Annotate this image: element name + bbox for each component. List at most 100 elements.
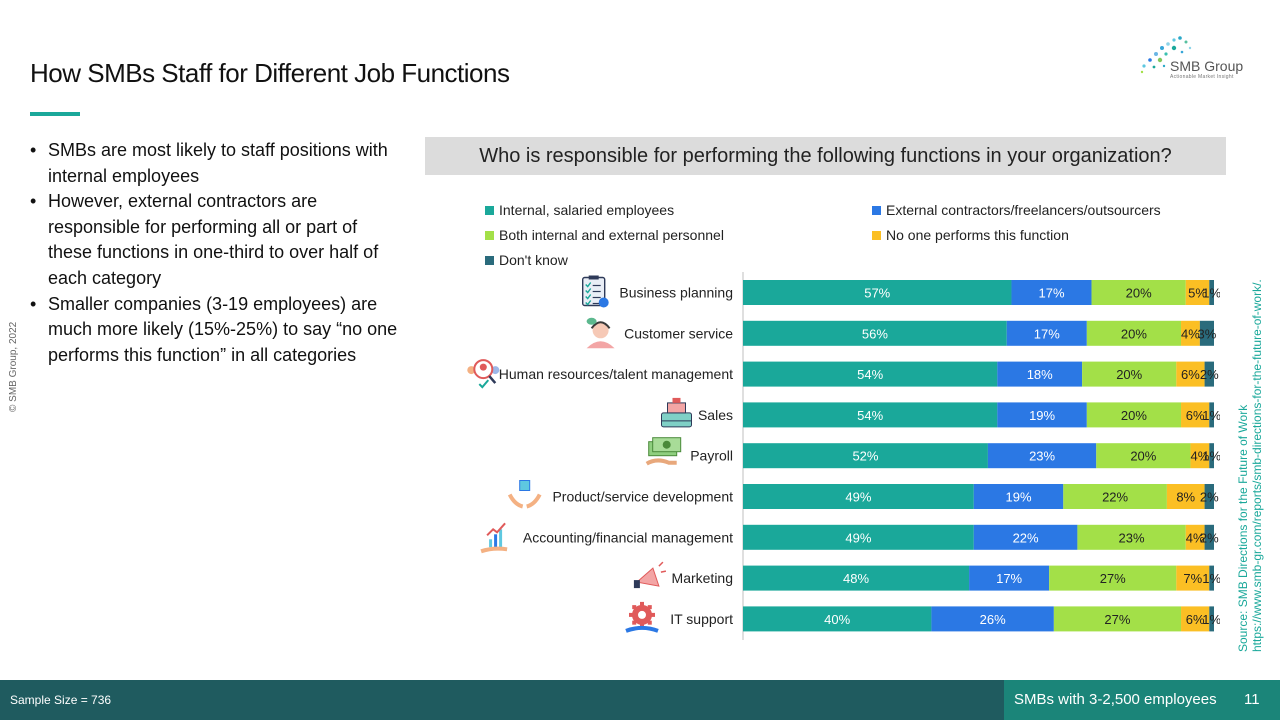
bar-segment bbox=[1176, 361, 1205, 387]
bar-segment bbox=[743, 402, 998, 428]
data-label: 48% bbox=[843, 571, 869, 586]
source-line: Source: SMB Directions for the Future of… bbox=[1236, 404, 1250, 652]
title-underline bbox=[30, 112, 80, 116]
legend-swatch bbox=[485, 255, 494, 265]
category-label: Sales bbox=[698, 407, 733, 423]
bar-segment bbox=[973, 524, 1078, 550]
data-label: 1% bbox=[1202, 286, 1220, 301]
data-label: 20% bbox=[1121, 326, 1147, 341]
bar-segment bbox=[931, 606, 1054, 632]
data-label: 54% bbox=[857, 408, 883, 423]
data-label: 23% bbox=[1119, 530, 1145, 545]
data-label: 20% bbox=[1130, 449, 1156, 464]
bar-segment bbox=[1053, 606, 1182, 632]
bar-segment bbox=[1166, 484, 1205, 509]
data-label: 18% bbox=[1027, 367, 1053, 382]
data-label: 57% bbox=[864, 286, 890, 301]
legend-both: Both internal and external personnel bbox=[485, 227, 724, 243]
bar-segment bbox=[1082, 361, 1177, 387]
logo-name: SMB Group bbox=[1170, 58, 1244, 74]
bar-segment bbox=[1181, 402, 1210, 428]
category-label: Human resources/talent management bbox=[499, 366, 733, 382]
data-label: 4% bbox=[1190, 449, 1209, 464]
data-label: 49% bbox=[845, 490, 871, 505]
data-label: 1% bbox=[1202, 449, 1220, 464]
bar-segment bbox=[743, 524, 974, 550]
data-label: 6% bbox=[1186, 408, 1205, 423]
bar-segment bbox=[973, 484, 1064, 509]
data-label: 27% bbox=[1104, 612, 1130, 627]
legend-label: Internal, salaried employees bbox=[499, 202, 675, 218]
category-label: Marketing bbox=[672, 570, 733, 586]
data-label: 54% bbox=[857, 367, 883, 382]
bar-segment bbox=[1181, 320, 1200, 346]
bar-segment bbox=[1209, 443, 1214, 469]
bullet-item: However, external contractors are respon… bbox=[30, 189, 402, 291]
logo-tagline: Actionable Market Insight bbox=[1170, 74, 1234, 80]
data-label: 1% bbox=[1202, 571, 1220, 586]
bar-segment bbox=[1086, 320, 1182, 346]
bullet-item: SMBs are most likely to staff positions … bbox=[30, 138, 402, 189]
data-label: 40% bbox=[824, 612, 850, 627]
bar-segment bbox=[997, 361, 1083, 387]
data-label: 22% bbox=[1102, 490, 1128, 505]
data-label: 4% bbox=[1181, 326, 1200, 341]
bar-segment bbox=[1209, 280, 1214, 305]
page-number: 11 bbox=[1244, 691, 1260, 708]
data-label: 20% bbox=[1126, 286, 1152, 301]
bar-segment bbox=[1091, 280, 1186, 305]
copyright-text: © SMB Group, 2022 bbox=[8, 321, 19, 412]
data-label: 6% bbox=[1181, 367, 1200, 382]
bar-segment bbox=[1209, 606, 1214, 632]
legend-external: External contractors/freelancers/outsour… bbox=[872, 202, 1161, 218]
footer-bar bbox=[0, 680, 1004, 720]
data-label: 5% bbox=[1188, 286, 1207, 301]
source-url: https://www.smb-gr.com/reports/smb-direc… bbox=[1250, 279, 1264, 652]
category-label: Payroll bbox=[690, 448, 733, 464]
page-title: How SMBs Staff for Different Job Functio… bbox=[30, 58, 510, 88]
bar-segment bbox=[743, 320, 1007, 346]
growth-chart-hand-icon bbox=[480, 522, 508, 554]
legend-label: No one performs this function bbox=[886, 227, 1069, 243]
bar-segment bbox=[1204, 484, 1214, 509]
legend-dontknow: Don't know bbox=[485, 252, 568, 268]
category-label: Product/service development bbox=[552, 489, 733, 505]
data-label: 1% bbox=[1202, 612, 1220, 627]
data-label: 17% bbox=[1034, 326, 1060, 341]
clipboard-checklist-icon bbox=[581, 275, 609, 308]
category-label: Accounting/financial management bbox=[523, 529, 733, 545]
data-label: 27% bbox=[1100, 571, 1126, 586]
bar-segment bbox=[1181, 606, 1210, 632]
data-label: 8% bbox=[1176, 490, 1195, 505]
category-label: Customer service bbox=[624, 325, 733, 341]
cash-register-icon bbox=[661, 397, 692, 428]
data-label: 20% bbox=[1121, 408, 1147, 423]
data-label: 2% bbox=[1200, 490, 1219, 505]
legend-none: No one performs this function bbox=[872, 227, 1069, 243]
bar-segment bbox=[743, 484, 974, 509]
legend-swatch bbox=[485, 230, 494, 240]
legend-swatch bbox=[872, 230, 881, 240]
category-label: Business planning bbox=[619, 285, 733, 301]
stacked-bar-chart: Business planning 57% 17% 20% 5%1%Customer s… bbox=[467, 272, 1220, 640]
bar-segment bbox=[743, 565, 970, 591]
data-label: 3% bbox=[1198, 326, 1217, 341]
legend-label: Both internal and external personnel bbox=[499, 227, 724, 243]
legend-swatch bbox=[872, 205, 881, 215]
bar-segment bbox=[1209, 565, 1214, 591]
segment-label: SMBs with 3-2,500 employees bbox=[1014, 691, 1217, 708]
data-label: 26% bbox=[980, 612, 1006, 627]
box-hands-icon bbox=[507, 480, 542, 509]
data-label: 2% bbox=[1200, 367, 1219, 382]
bar-segment bbox=[1209, 402, 1214, 428]
bullet-item: Smaller companies (3-19 employees) are m… bbox=[30, 292, 402, 369]
data-label: 52% bbox=[852, 449, 878, 464]
data-label: 22% bbox=[1013, 530, 1039, 545]
legend-label: Don't know bbox=[499, 252, 568, 268]
data-label: 6% bbox=[1186, 612, 1205, 627]
bar-segment bbox=[1096, 443, 1191, 469]
data-label: 19% bbox=[1029, 408, 1055, 423]
bar-segment bbox=[987, 443, 1097, 469]
megaphone-icon bbox=[633, 561, 667, 589]
bar-segment bbox=[1077, 524, 1186, 550]
